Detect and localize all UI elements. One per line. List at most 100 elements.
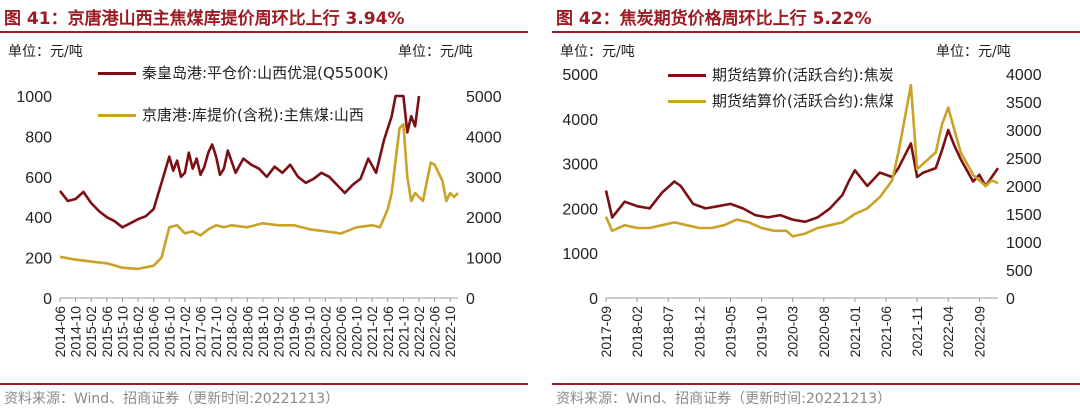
x-tick-label: 2022-04	[940, 306, 956, 358]
x-tick-label: 2018-12	[691, 306, 707, 358]
x-tick-label: 2021-02	[364, 306, 380, 358]
y-left-tick-label: 3000	[562, 157, 598, 174]
y-right-tick-label: 4000	[1006, 67, 1042, 84]
chart-title: 图 42：焦炭期货价格周环比上行 5.22%	[556, 4, 871, 29]
legend-swatch	[668, 74, 706, 77]
y-right-tick-label: 2000	[1006, 179, 1042, 196]
source-note: 资料来源：Wind、招商证券（更新时间:20221213）	[556, 391, 892, 407]
source-note: 资料来源：Wind、招商证券（更新时间:20221213）	[4, 391, 340, 407]
y-right-tick-label: 2500	[1006, 151, 1042, 168]
chart-title: 图 41：京唐港山西主焦煤库提价周环比上行 3.94%	[4, 4, 404, 29]
x-tick-label: 2015-10	[114, 306, 130, 358]
title-value: 3.94%	[345, 9, 405, 29]
legend-label: 期货结算价(活跃合约):焦炭	[712, 66, 894, 84]
x-tick-label: 2020-08	[816, 306, 832, 358]
x-tick-label: 2019-10	[302, 306, 318, 358]
source-rule	[552, 383, 1080, 385]
x-tick-label: 2019-10	[754, 306, 770, 358]
right-unit-label: 单位：元/吨	[398, 44, 473, 60]
x-tick-label: 2018-02	[629, 306, 645, 358]
title-rule	[0, 31, 528, 33]
x-tick-label: 2015-02	[83, 306, 99, 358]
title-value: 5.22%	[812, 9, 872, 29]
x-tick-label: 2016-02	[130, 306, 146, 358]
chart-panel-41: 图 41：京唐港山西主焦煤库提价周环比上行 3.94% 单位：元/吨 单位：元/…	[0, 0, 528, 411]
title-rule	[552, 31, 1080, 33]
y-right-tick-label: 5000	[466, 89, 502, 106]
legend-item-series-1: 秦皇岛港:平仓价:山西优混(Q5500K)	[98, 62, 389, 83]
y-left-tick-label: 2000	[562, 201, 598, 218]
y-left-tick-label: 800	[25, 129, 52, 146]
y-right-tick-label: 3000	[466, 170, 502, 187]
x-tick-label: 2019-06	[286, 306, 302, 358]
legend-label: 期货结算价(活跃合约):焦煤	[712, 92, 894, 110]
x-tick-label: 2018-06	[239, 306, 255, 358]
x-tick-label: 2017-06	[192, 306, 208, 358]
y-left-tick-label: 4000	[562, 112, 598, 129]
legend-item-series-1: 期货结算价(活跃合约):焦炭	[668, 64, 894, 85]
y-right-tick-label: 3000	[1006, 123, 1042, 140]
x-tick-label: 2022-06	[427, 306, 443, 358]
x-tick-label: 2021-10	[395, 306, 411, 358]
x-tick-label: 2021-06	[380, 306, 396, 358]
y-right-tick-label: 0	[1006, 291, 1015, 308]
title-text: 焦炭期货价格周环比上行	[619, 9, 807, 29]
legend-label: 秦皇岛港:平仓价:山西优混(Q5500K)	[142, 64, 389, 82]
x-tick-label: 2018-02	[224, 306, 240, 358]
series-line-1	[58, 94, 421, 229]
x-tick-label: 2020-10	[349, 306, 365, 358]
x-tick-label: 2021-01	[847, 306, 863, 358]
y-left-tick-label: 200	[25, 251, 52, 268]
x-tick-label: 2017-09	[598, 306, 614, 358]
legend-swatch	[98, 72, 136, 75]
y-left-tick-label: 1000	[16, 89, 52, 106]
x-tick-label: 2020-03	[785, 306, 801, 358]
legend-label: 京唐港:库提价(含税):主焦煤:山西	[142, 106, 364, 124]
x-tick-label: 2020-02	[317, 306, 333, 358]
y-left-tick-label: 5000	[562, 67, 598, 84]
x-tick-label: 2019-05	[722, 306, 738, 358]
series-line-2	[59, 123, 459, 271]
x-tick-label: 2019-02	[271, 306, 287, 358]
legend-item-series-2: 期货结算价(活跃合约):焦煤	[668, 90, 894, 111]
title-prefix: 图 42：	[556, 9, 620, 29]
legend-item-series-2: 京唐港:库提价(含税):主焦煤:山西	[98, 104, 364, 125]
x-tick-label: 2018-07	[660, 306, 676, 358]
x-tick-label: 2018-10	[255, 306, 271, 358]
y-left-tick-label: 0	[43, 291, 52, 308]
x-tick-label: 2022-10	[442, 306, 458, 358]
chart-plot: 0 1000 2000 3000 4000 5000 0 500 1000 1500 2000 250…	[562, 67, 1042, 358]
y-right-tick-label: 4000	[466, 129, 502, 146]
x-tick-label: 2021-06	[878, 306, 894, 358]
y-right-tick-label: 2000	[466, 210, 502, 227]
x-tick-label: 2014-10	[68, 306, 84, 358]
y-left-tick-label: 1000	[562, 246, 598, 263]
x-tick-label: 2016-06	[146, 306, 162, 358]
series-line-1	[604, 128, 1000, 224]
y-left-tick-label: 0	[589, 291, 598, 308]
legend-swatch	[98, 114, 136, 117]
chart-plot: 0 200 400 600 800 1000 0 1000 2000 3000 4000 5000 20…	[16, 89, 502, 358]
chart-panel-42: 图 42：焦炭期货价格周环比上行 5.22% 单位：元/吨 单位：元/吨 0 10…	[552, 0, 1080, 411]
y-right-tick-label: 1000	[466, 251, 502, 268]
left-unit-label: 单位：元/吨	[560, 44, 635, 60]
x-tick-label: 2016-10	[161, 306, 177, 358]
x-tick-label: 2015-06	[99, 306, 115, 358]
right-unit-label: 单位：元/吨	[936, 44, 1011, 60]
y-right-tick-label: 1000	[1006, 235, 1042, 252]
legend-swatch	[668, 100, 706, 103]
y-right-tick-label: 0	[466, 291, 475, 308]
x-tick-label: 2020-06	[333, 306, 349, 358]
source-rule	[0, 383, 528, 385]
y-left-tick-label: 400	[25, 210, 52, 227]
title-prefix: 图 41：	[4, 9, 68, 29]
y-right-tick-label: 1500	[1006, 207, 1042, 224]
x-tick-label: 2022-02	[411, 306, 427, 358]
left-unit-label: 单位：元/吨	[8, 44, 83, 60]
y-right-tick-label: 3500	[1006, 95, 1042, 112]
title-text: 京唐港山西主焦煤库提价周环比上行	[67, 9, 340, 29]
y-right-tick-label: 500	[1006, 263, 1033, 280]
x-tick-label: 2022-09	[971, 306, 987, 358]
x-tick-label: 2017-10	[208, 306, 224, 358]
series-line-2	[604, 83, 999, 238]
